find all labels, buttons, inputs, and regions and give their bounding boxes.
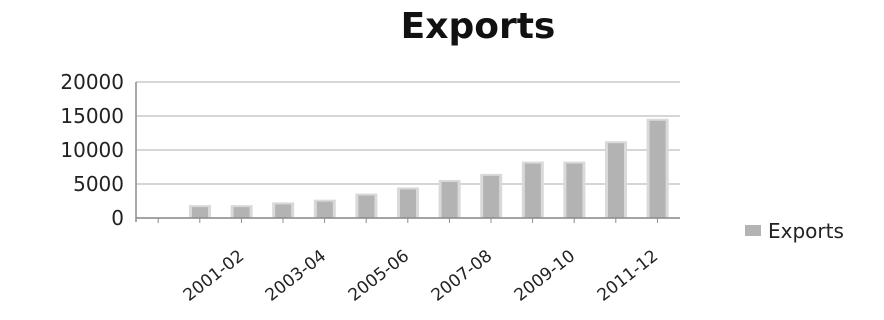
y-tick-label: 20000 bbox=[60, 70, 124, 94]
x-tick-label: 2009-10 bbox=[511, 246, 579, 305]
y-tick-label: 5000 bbox=[73, 172, 124, 196]
bar bbox=[524, 163, 541, 218]
legend-label-exports: Exports bbox=[768, 219, 844, 243]
bar bbox=[275, 204, 292, 218]
legend-swatch bbox=[745, 225, 761, 236]
x-tick-labels: 2001-02 2003-04 2005-06 2007-08 2009-10 2011-… bbox=[180, 246, 662, 305]
x-tick-label: 2011-12 bbox=[594, 246, 662, 305]
bar bbox=[649, 120, 666, 218]
axes bbox=[135, 82, 680, 223]
bar bbox=[358, 195, 375, 218]
bar bbox=[316, 201, 333, 218]
y-tick-label: 0 bbox=[111, 206, 124, 230]
bar bbox=[566, 163, 583, 218]
bar bbox=[400, 189, 416, 218]
x-tick-label: 2001-02 bbox=[180, 246, 248, 305]
y-tick-labels: 0 5000 10000 15000 20000 bbox=[60, 70, 124, 230]
bars bbox=[189, 118, 669, 218]
bar bbox=[441, 181, 458, 218]
bar bbox=[608, 143, 624, 218]
legend: Exports bbox=[745, 219, 844, 243]
bar bbox=[233, 207, 250, 218]
y-tick-label: 10000 bbox=[60, 138, 124, 162]
x-tick-label: 2005-06 bbox=[345, 246, 413, 305]
y-tick-label: 15000 bbox=[60, 104, 124, 128]
bar bbox=[483, 175, 500, 218]
bar bbox=[192, 207, 208, 218]
chart-title: Exports bbox=[400, 6, 556, 47]
x-tick-label: 2007-08 bbox=[428, 246, 496, 305]
x-tick-label: 2003-04 bbox=[262, 246, 330, 305]
